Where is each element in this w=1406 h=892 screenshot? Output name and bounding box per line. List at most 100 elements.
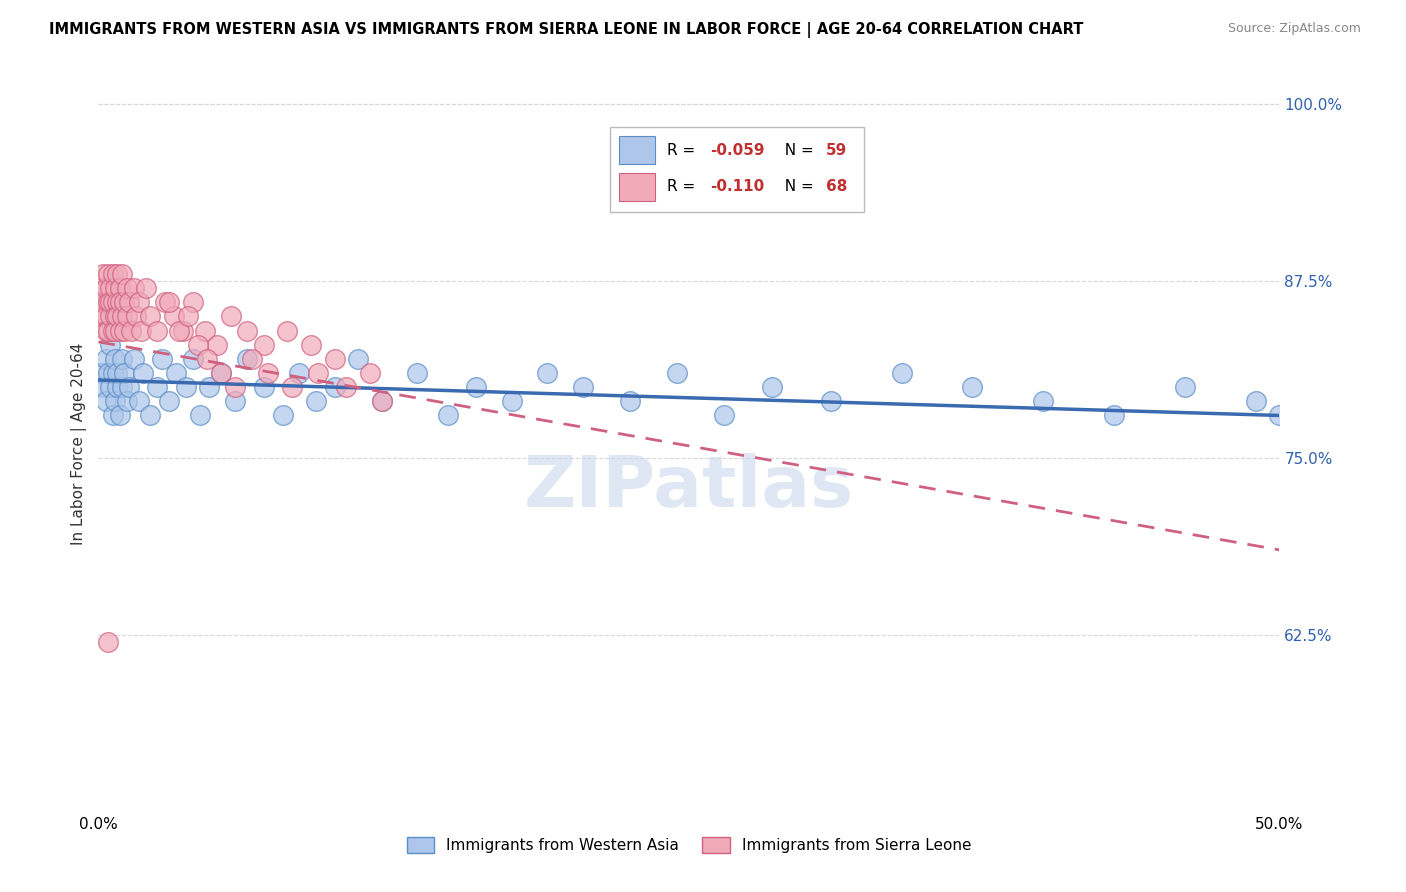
Point	[91, 380, 114, 394]
Point	[104, 351, 127, 366]
Point	[118, 295, 141, 310]
Point	[125, 310, 148, 324]
Point	[305, 394, 328, 409]
Point	[281, 380, 304, 394]
Point	[98, 380, 121, 394]
Point	[205, 337, 228, 351]
Point	[105, 366, 128, 380]
Point	[271, 409, 294, 423]
Point	[132, 366, 155, 380]
Point	[94, 324, 117, 338]
Point	[115, 281, 138, 295]
Text: -0.059: -0.059	[710, 143, 765, 158]
Point	[1102, 409, 1125, 423]
Point	[209, 366, 232, 380]
Point	[253, 380, 276, 394]
Point	[165, 366, 187, 380]
Point	[115, 310, 138, 324]
Point	[219, 310, 242, 324]
Point	[101, 324, 124, 338]
Point	[157, 394, 180, 409]
Point	[97, 635, 120, 649]
Point	[94, 310, 117, 324]
Point	[371, 394, 394, 409]
Point	[139, 409, 162, 423]
Point	[181, 295, 204, 310]
Point	[761, 380, 783, 394]
Point	[198, 380, 221, 394]
Point	[104, 394, 127, 409]
Point	[501, 394, 523, 409]
Point	[323, 351, 346, 366]
Point	[101, 366, 124, 380]
Point	[94, 281, 117, 295]
Point	[236, 324, 259, 338]
Point	[111, 267, 134, 281]
Point	[150, 351, 173, 366]
Point	[91, 295, 114, 310]
Point	[97, 267, 120, 281]
Point	[157, 295, 180, 310]
Point	[105, 310, 128, 324]
Point	[666, 366, 689, 380]
Point	[299, 337, 322, 351]
Point	[90, 295, 112, 310]
Text: 59: 59	[825, 143, 848, 158]
Point	[139, 310, 162, 324]
Text: N =: N =	[775, 179, 818, 194]
Point	[98, 310, 121, 324]
Point	[240, 351, 263, 366]
Point	[195, 351, 218, 366]
Point	[224, 394, 246, 409]
Point	[163, 310, 186, 324]
Point	[129, 324, 152, 338]
Point	[97, 295, 120, 310]
Point	[276, 324, 298, 338]
Point	[118, 380, 141, 394]
Point	[108, 295, 131, 310]
Point	[108, 324, 131, 338]
Point	[335, 380, 357, 394]
Point	[111, 380, 134, 394]
Point	[98, 295, 121, 310]
Point	[112, 366, 135, 380]
Point	[111, 310, 134, 324]
Point	[1244, 394, 1267, 409]
Point	[146, 380, 169, 394]
Point	[91, 310, 114, 324]
Bar	[619, 173, 655, 201]
Point	[101, 267, 124, 281]
Text: IMMIGRANTS FROM WESTERN ASIA VS IMMIGRANTS FROM SIERRA LEONE IN LABOR FORCE | AG: IMMIGRANTS FROM WESTERN ASIA VS IMMIGRAN…	[49, 22, 1084, 38]
Point	[188, 409, 211, 423]
Text: R =: R =	[666, 179, 700, 194]
Bar	[619, 136, 655, 164]
Point	[962, 380, 984, 394]
Point	[1174, 380, 1197, 394]
Point	[172, 324, 194, 338]
Point	[122, 351, 145, 366]
Point	[257, 366, 280, 380]
Point	[323, 380, 346, 394]
Point	[111, 351, 134, 366]
Point	[820, 394, 842, 409]
Point	[105, 295, 128, 310]
Y-axis label: In Labor Force | Age 20-64: In Labor Force | Age 20-64	[72, 343, 87, 545]
Point	[465, 380, 488, 394]
Point	[713, 409, 735, 423]
Point	[104, 310, 127, 324]
Text: -0.110: -0.110	[710, 179, 765, 194]
Point	[224, 380, 246, 394]
Point	[105, 380, 128, 394]
Point	[122, 281, 145, 295]
Point	[94, 394, 117, 409]
Point	[1032, 394, 1054, 409]
Text: Source: ZipAtlas.com: Source: ZipAtlas.com	[1227, 22, 1361, 36]
Point	[90, 366, 112, 380]
Point	[108, 281, 131, 295]
Point	[177, 310, 200, 324]
Point	[187, 337, 209, 351]
Point	[288, 366, 311, 380]
Point	[1268, 409, 1291, 423]
Point	[209, 366, 232, 380]
Point	[437, 409, 460, 423]
